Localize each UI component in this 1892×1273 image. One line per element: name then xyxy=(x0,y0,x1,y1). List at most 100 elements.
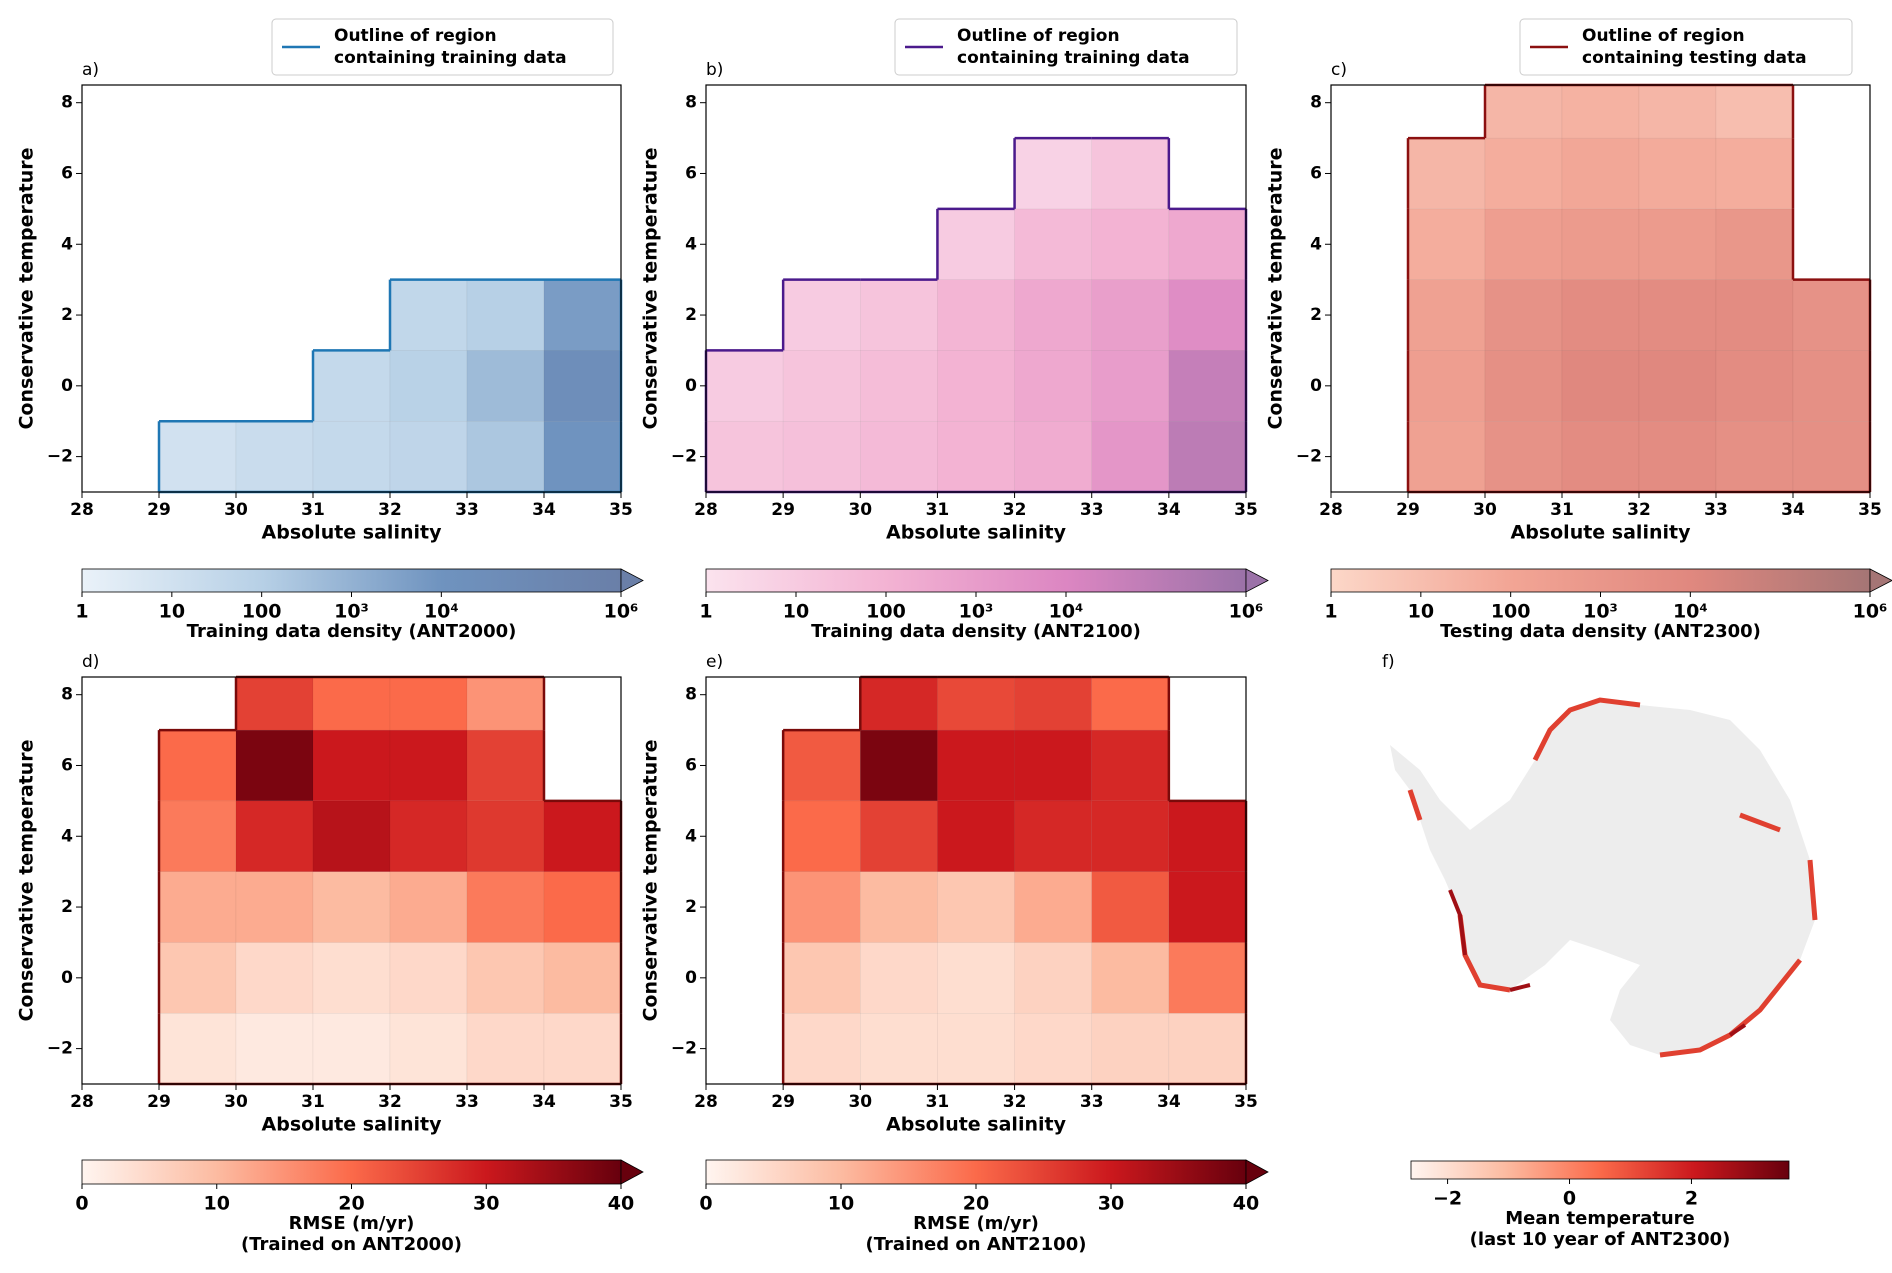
x-tick-label: 29 xyxy=(771,1092,795,1112)
colorbar-tick-label: 10 xyxy=(828,1193,854,1215)
x-tick-label: 32 xyxy=(378,500,402,520)
x-tick-label: 35 xyxy=(1858,500,1882,520)
heat-cell xyxy=(389,350,468,422)
heat-cell xyxy=(1638,350,1717,422)
heat-cell xyxy=(389,676,468,731)
x-tick-label: 33 xyxy=(1080,1092,1104,1112)
heat-cell xyxy=(1014,279,1092,351)
colorbar-label: Testing data density (ANT2300) xyxy=(1440,621,1761,642)
colorbar-label: RMSE (m/yr) xyxy=(289,1213,415,1234)
heat-cell xyxy=(1091,729,1170,802)
plot-frame xyxy=(81,676,622,1085)
heat-cell xyxy=(1014,871,1092,943)
heat-cell xyxy=(860,871,938,943)
heat-cell xyxy=(312,350,391,422)
heat-cell xyxy=(543,1012,622,1085)
colorbar-tick-label: 0 xyxy=(75,1193,88,1215)
colorbar-tick-label: 0 xyxy=(1563,1188,1576,1210)
colorbar-tick-label: 10⁴ xyxy=(1673,601,1708,623)
y-tick-label: 4 xyxy=(685,234,697,254)
heat-cell xyxy=(389,871,468,943)
heat-cell xyxy=(1168,208,1247,280)
legend-box xyxy=(894,18,1238,76)
heat-cell xyxy=(389,279,468,351)
x-axis-label: Absolute salinity xyxy=(262,1114,443,1136)
heat-cell xyxy=(389,1012,468,1085)
heat-cell xyxy=(860,1012,938,1085)
colorbar-tick-label: 30 xyxy=(473,1193,499,1215)
y-tick-label: 0 xyxy=(61,376,73,396)
colorbar-tick-label: 10⁴ xyxy=(1049,601,1084,623)
antarctica-map xyxy=(1390,697,1818,1058)
y-tick-label: 2 xyxy=(61,897,73,917)
legend-text: Outline of region xyxy=(1582,26,1745,46)
heat-cell xyxy=(466,729,545,802)
heat-cell xyxy=(389,800,468,872)
heat-cell xyxy=(1561,420,1640,493)
heat-cell xyxy=(389,729,468,802)
x-tick-label: 35 xyxy=(609,500,633,520)
heat-cell xyxy=(1168,279,1247,351)
heat-cell xyxy=(1091,420,1170,493)
colorbar-extend xyxy=(620,568,644,593)
colorbar-label: (last 10 year of ANT2300) xyxy=(1470,1229,1731,1250)
y-tick-label: −2 xyxy=(671,447,697,467)
heat-cell xyxy=(312,729,391,802)
x-tick-label: 31 xyxy=(301,500,325,520)
panel-label: e) xyxy=(706,652,723,672)
heat-cell xyxy=(1014,942,1092,1014)
x-tick-label: 33 xyxy=(455,1092,479,1112)
colorbar-tick-label: 10³ xyxy=(334,601,369,623)
heat-cell xyxy=(937,1012,1015,1085)
colorbar-tick-label: 100 xyxy=(242,601,282,623)
heat-cell xyxy=(543,942,622,1014)
heat-cell xyxy=(860,350,938,422)
heat-cell xyxy=(782,420,861,493)
heat-cell xyxy=(1014,1012,1092,1085)
heat-cell xyxy=(158,1012,237,1085)
plot-frame xyxy=(81,84,622,493)
y-tick-label: 8 xyxy=(685,93,697,113)
legend-box xyxy=(271,18,614,76)
plot-frame xyxy=(705,84,1247,493)
x-tick-label: 32 xyxy=(1003,500,1027,520)
warm-coast xyxy=(1407,697,1818,1058)
heat-cell xyxy=(235,871,314,943)
heat-cell xyxy=(1091,350,1170,422)
colorbar-label: RMSE (m/yr) xyxy=(913,1213,1039,1234)
heat-cell xyxy=(1168,871,1247,943)
panel-label: f) xyxy=(1382,652,1395,672)
x-tick-label: 32 xyxy=(1627,500,1651,520)
y-tick-label: 2 xyxy=(685,897,697,917)
x-tick-label: 35 xyxy=(1234,500,1258,520)
heat-cell xyxy=(1715,350,1794,422)
colorbar-tick-label: 100 xyxy=(1491,601,1531,623)
colorbar-tick-label: −2 xyxy=(1433,1188,1462,1210)
x-tick-label: 28 xyxy=(1319,500,1343,520)
heat-cell xyxy=(158,800,237,872)
x-tick-label: 28 xyxy=(694,1092,718,1112)
colorbar-tick-label: 10³ xyxy=(959,601,994,623)
heat-cell xyxy=(782,1012,861,1085)
heat-cell xyxy=(1091,800,1170,872)
heat-cell xyxy=(1484,84,1563,139)
heat-cell xyxy=(1168,350,1247,422)
x-tick-label: 34 xyxy=(532,1092,556,1112)
colorbar-tick-label: 20 xyxy=(963,1193,989,1215)
panel-label: c) xyxy=(1331,60,1347,80)
x-tick-label: 33 xyxy=(1080,500,1104,520)
legend-text: containing testing data xyxy=(1582,48,1807,68)
heat-cell xyxy=(543,420,622,493)
x-axis-label: Absolute salinity xyxy=(1511,522,1692,544)
heat-cell xyxy=(312,1012,391,1085)
colorbar-tick-label: 1 xyxy=(699,601,712,623)
continent xyxy=(1390,700,1815,1055)
x-tick-label: 31 xyxy=(1550,500,1574,520)
heat-cell xyxy=(860,420,938,493)
x-tick-label: 30 xyxy=(224,1092,248,1112)
heat-cell xyxy=(1014,420,1092,493)
x-tick-label: 34 xyxy=(1781,500,1805,520)
y-tick-label: 0 xyxy=(61,968,73,988)
heat-cell xyxy=(1091,1012,1170,1085)
